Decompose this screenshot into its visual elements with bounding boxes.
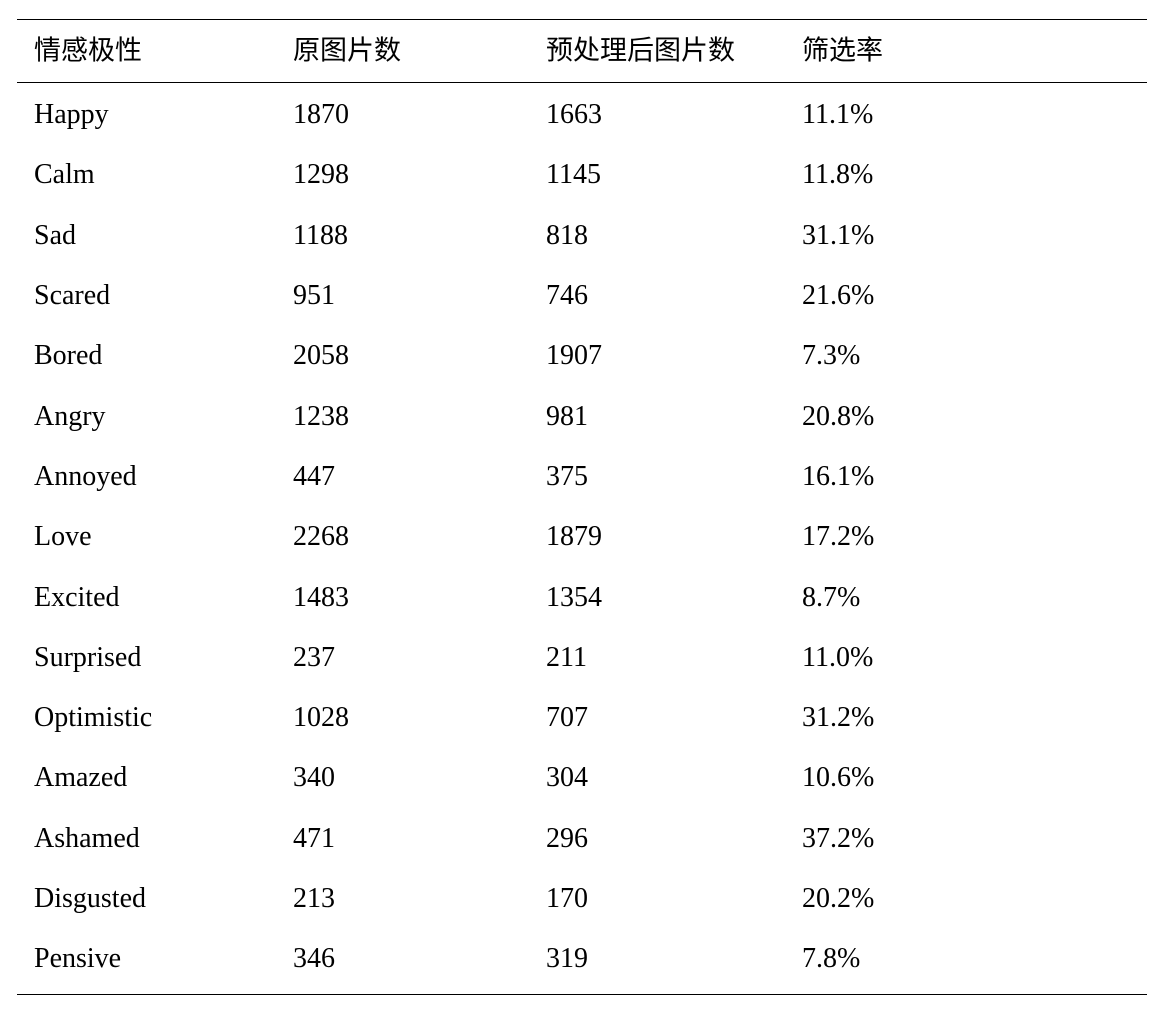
data-table: 情感极性 原图片数 预处理后图片数 筛选率 Happy 1870 1663 11.1%…: [17, 19, 1147, 996]
processed-count-cell: 296: [546, 822, 588, 854]
emotion-cell: Annoyed: [34, 460, 137, 492]
table-bottom-rule: [17, 994, 1147, 996]
emotion-cell: Love: [34, 521, 92, 553]
filter-rate-cell: 8.7%: [802, 581, 861, 613]
table-row: Happy 1870 1663 11.1%: [17, 85, 1147, 145]
emotion-cell: Bored: [34, 340, 103, 372]
emotion-cell: Ashamed: [34, 822, 140, 854]
filter-rate-cell: 10.6%: [802, 762, 875, 794]
filter-rate-cell: 17.2%: [802, 521, 875, 553]
filter-rate-cell: 20.8%: [802, 400, 875, 432]
emotion-cell: Amazed: [34, 762, 128, 794]
emotion-cell: Scared: [34, 280, 111, 312]
emotion-cell: Sad: [34, 219, 76, 251]
original-count-cell: 471: [293, 822, 335, 854]
emotion-cell: Angry: [34, 400, 106, 432]
original-count-cell: 1870: [293, 99, 349, 131]
filter-rate-cell: 7.8%: [802, 943, 861, 975]
original-count-cell: 237: [293, 641, 335, 673]
original-count-cell: 1238: [293, 400, 349, 432]
header-filter-rate: 筛选率: [802, 35, 883, 67]
emotion-cell: Excited: [34, 581, 120, 613]
original-count-cell: 1483: [293, 581, 349, 613]
original-count-cell: 2268: [293, 521, 349, 553]
table-row: Annoyed 447 375 16.1%: [17, 447, 1147, 507]
table-row: Scared 951 746 21.6%: [17, 266, 1147, 326]
table-row: Ashamed 471 296 37.2%: [17, 809, 1147, 869]
original-count-cell: 951: [293, 280, 335, 312]
processed-count-cell: 818: [546, 219, 588, 251]
processed-count-cell: 1354: [546, 581, 602, 613]
processed-count-cell: 1879: [546, 521, 602, 553]
processed-count-cell: 1907: [546, 340, 602, 372]
table-row: Surprised 237 211 11.0%: [17, 628, 1147, 688]
filter-rate-cell: 37.2%: [802, 822, 875, 854]
processed-count-cell: 981: [546, 400, 588, 432]
filter-rate-cell: 21.6%: [802, 280, 875, 312]
original-count-cell: 213: [293, 883, 335, 914]
original-count-cell: 2058: [293, 340, 349, 372]
header-processed-count: 预处理后图片数: [546, 35, 735, 67]
processed-count-cell: 170: [546, 883, 588, 914]
processed-count-cell: 707: [546, 702, 588, 734]
original-count-cell: 340: [293, 762, 335, 794]
table-row: Calm 1298 1145 11.8%: [17, 145, 1147, 205]
emotion-cell: Surprised: [34, 641, 142, 673]
emotion-cell: Optimistic: [34, 702, 153, 734]
filter-rate-cell: 31.1%: [802, 219, 875, 251]
original-count-cell: 447: [293, 460, 335, 492]
processed-count-cell: 319: [546, 943, 588, 975]
table-row: Pensive 346 319 7.8%: [17, 929, 1147, 989]
emotion-cell: Calm: [34, 159, 95, 191]
processed-count-cell: 375: [546, 460, 588, 492]
emotion-cell: Happy: [34, 99, 109, 131]
processed-count-cell: 1145: [546, 159, 601, 191]
table-top-rule: [17, 19, 1147, 20]
filter-rate-cell: 11.8%: [802, 159, 874, 191]
original-count-cell: 1298: [293, 159, 349, 191]
table-row: Bored 2058 1907 7.3%: [17, 326, 1147, 386]
table-row: Excited 1483 1354 8.7%: [17, 567, 1147, 627]
emotion-cell: Disgusted: [34, 883, 146, 914]
table-row: Amazed 340 304 10.6%: [17, 748, 1147, 808]
table-row: Optimistic 1028 707 31.2%: [17, 688, 1147, 748]
table-row: Sad 1188 818 31.1%: [17, 206, 1147, 266]
table-row: Love 2268 1879 17.2%: [17, 507, 1147, 567]
header-emotion-polarity: 情感极性: [34, 35, 142, 67]
filter-rate-cell: 20.2%: [802, 883, 875, 914]
table-header-rule: [17, 82, 1147, 83]
filter-rate-cell: 7.3%: [802, 340, 861, 372]
filter-rate-cell: 11.1%: [802, 99, 874, 131]
table-row: Disgusted 213 170 20.2%: [17, 869, 1147, 929]
emotion-cell: Pensive: [34, 943, 122, 975]
processed-count-cell: 211: [546, 641, 587, 673]
processed-count-cell: 304: [546, 762, 588, 794]
original-count-cell: 1028: [293, 702, 349, 734]
table-body: Happy 1870 1663 11.1% Calm 1298 1145 11.8% Sad 11…: [17, 85, 1147, 989]
table-header-row: 情感极性 原图片数 预处理后图片数 筛选率: [17, 20, 1147, 82]
header-original-count: 原图片数: [293, 35, 401, 67]
processed-count-cell: 746: [546, 280, 588, 312]
original-count-cell: 1188: [293, 219, 348, 251]
filter-rate-cell: 11.0%: [802, 641, 874, 673]
original-count-cell: 346: [293, 943, 335, 975]
filter-rate-cell: 31.2%: [802, 702, 875, 734]
table-row: Angry 1238 981 20.8%: [17, 386, 1147, 446]
processed-count-cell: 1663: [546, 99, 602, 131]
filter-rate-cell: 16.1%: [802, 460, 875, 492]
